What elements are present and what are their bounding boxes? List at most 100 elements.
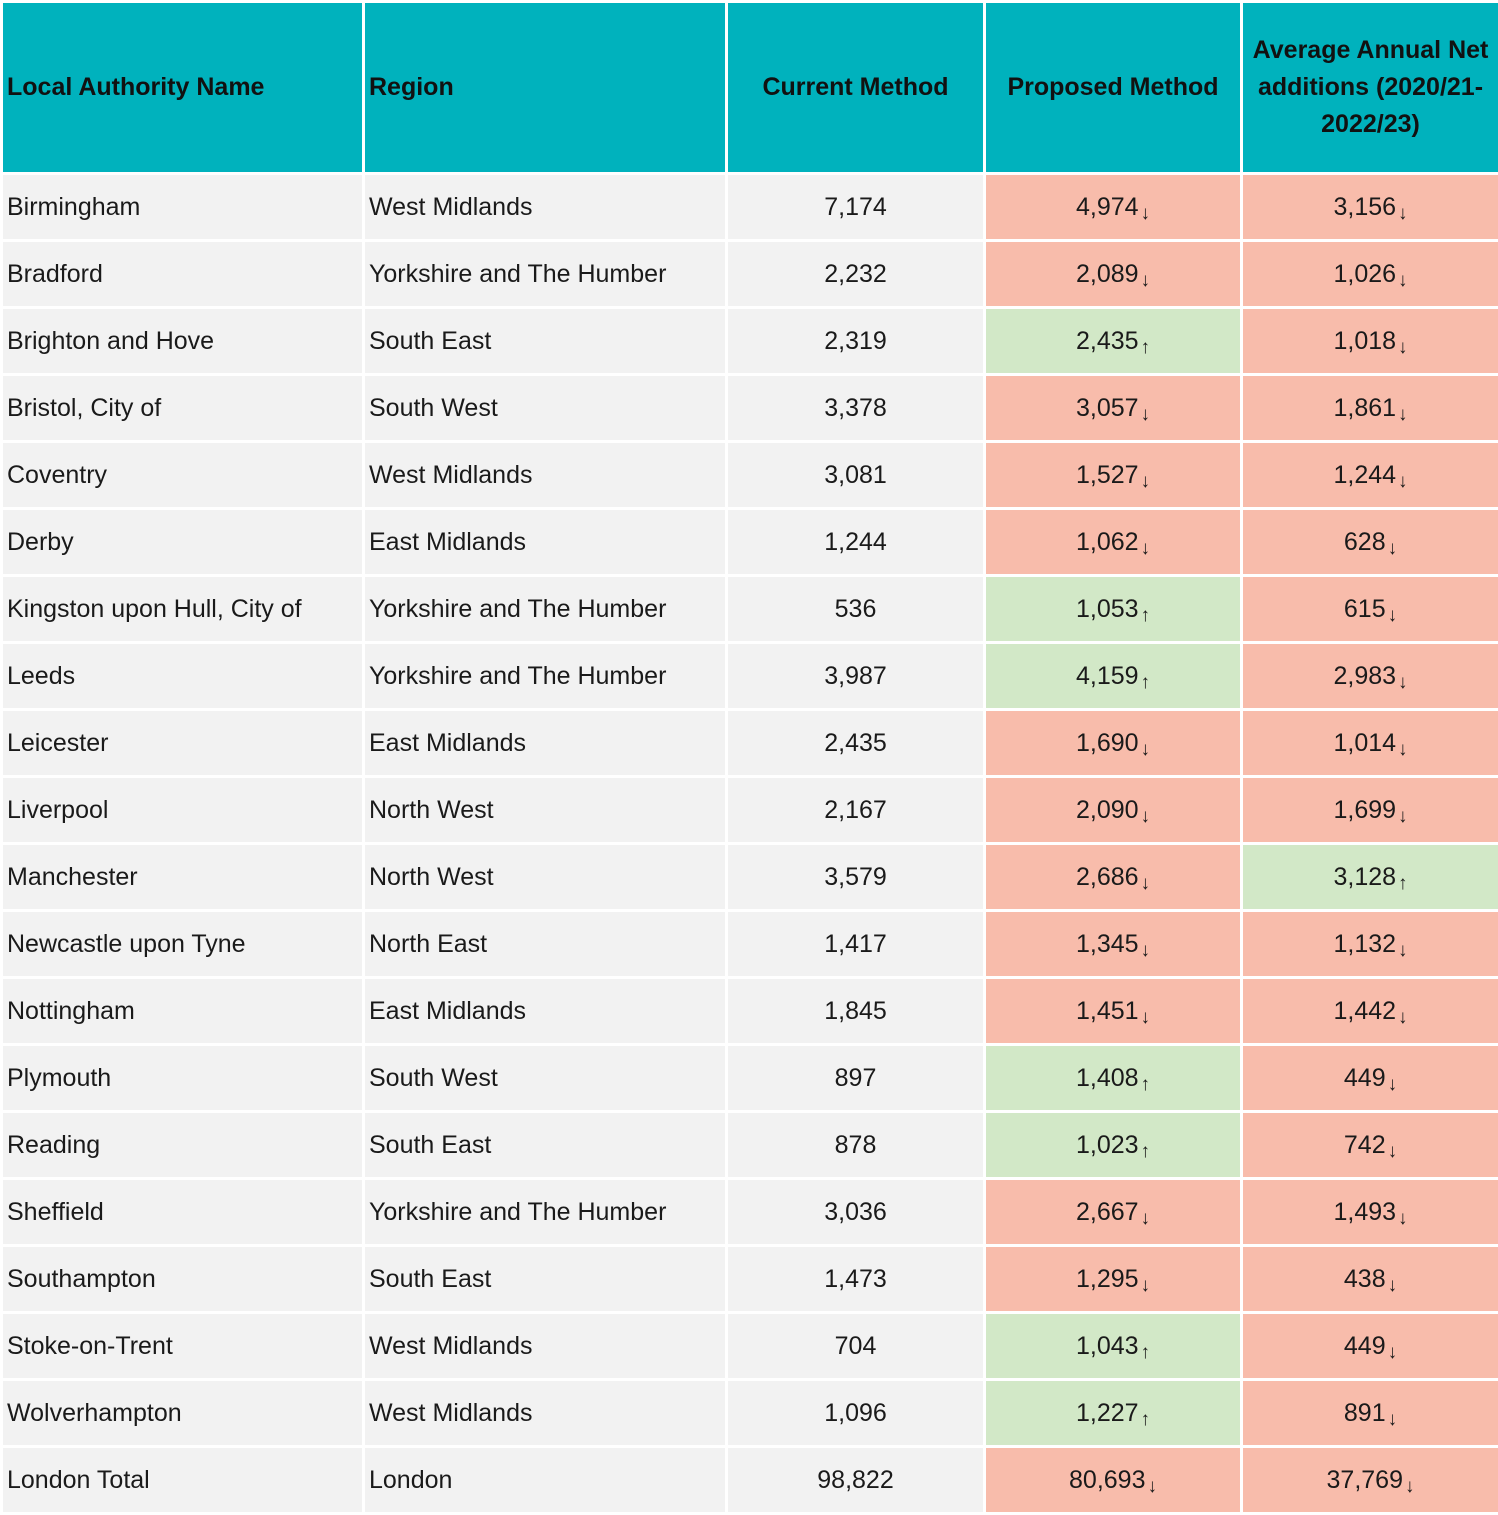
average-net-additions-cell: 37,769↓ [1242, 1447, 1498, 1514]
arrow-down-icon: ↓ [1141, 1208, 1151, 1229]
average-net-additions-cell-value: 615 [1344, 595, 1386, 623]
region-cell: North East [364, 911, 727, 978]
proposed-method-cell-value: 4,159 [1076, 662, 1139, 690]
current-method-cell-value: 3,036 [824, 1198, 887, 1226]
current-method-cell-value: 1,244 [824, 528, 887, 556]
local-authority-cell: Wolverhampton [2, 1380, 364, 1447]
arrow-down-icon: ↓ [1398, 1208, 1408, 1229]
current-method-cell-value: 3,081 [824, 461, 887, 489]
current-method-cell-value: 536 [835, 595, 877, 623]
arrow-down-icon: ↓ [1388, 1342, 1398, 1363]
region-cell-value: South West [369, 394, 498, 422]
arrow-down-icon: ↓ [1141, 873, 1151, 894]
proposed-method-cell-value: 1,408 [1076, 1064, 1139, 1092]
region-cell-value: West Midlands [369, 1332, 533, 1360]
proposed-method-cell-value: 2,090 [1076, 796, 1139, 824]
local-authority-cell-value: Wolverhampton [7, 1399, 182, 1427]
region-cell: East Midlands [364, 710, 727, 777]
arrow-down-icon: ↓ [1141, 940, 1151, 961]
average-net-additions-cell: 891↓ [1242, 1380, 1498, 1447]
average-net-additions-cell-value: 449 [1344, 1064, 1386, 1092]
proposed-method-cell: 1,053↑ [985, 576, 1242, 643]
current-method-cell: 897 [727, 1045, 985, 1112]
current-method-cell: 3,036 [727, 1179, 985, 1246]
arrow-down-icon: ↓ [1141, 739, 1151, 760]
average-net-additions-cell-value: 1,244 [1333, 461, 1396, 489]
proposed-method-cell: 1,690↓ [985, 710, 1242, 777]
average-net-additions-cell-value: 449 [1344, 1332, 1386, 1360]
proposed-method-cell-value: 1,062 [1076, 528, 1139, 556]
average-net-additions-cell-value: 1,018 [1333, 327, 1396, 355]
arrow-down-icon: ↓ [1388, 1275, 1398, 1296]
average-net-additions-cell-value: 1,026 [1333, 260, 1396, 288]
proposed-method-cell-value: 1,345 [1076, 930, 1139, 958]
region-cell: North West [364, 844, 727, 911]
local-authority-cell: Sheffield [2, 1179, 364, 1246]
region-cell: North West [364, 777, 727, 844]
region-cell: South East [364, 308, 727, 375]
current-method-cell: 878 [727, 1112, 985, 1179]
current-method-cell: 3,378 [727, 375, 985, 442]
local-authority-cell: Leeds [2, 643, 364, 710]
region-cell: London [364, 1447, 727, 1514]
proposed-method-cell: 2,089↓ [985, 241, 1242, 308]
current-method-cell: 704 [727, 1313, 985, 1380]
proposed-method-cell-value: 1,227 [1076, 1399, 1139, 1427]
local-authority-cell-value: Nottingham [7, 997, 135, 1025]
local-authority-cell: Reading [2, 1112, 364, 1179]
local-authority-cell: Coventry [2, 442, 364, 509]
arrow-down-icon: ↓ [1141, 538, 1151, 559]
current-method-cell: 2,232 [727, 241, 985, 308]
proposed-method-cell: 1,451↓ [985, 978, 1242, 1045]
region-cell: West Midlands [364, 1380, 727, 1447]
local-authority-cell-value: Bristol, City of [7, 394, 161, 422]
region-cell: South East [364, 1112, 727, 1179]
arrow-down-icon: ↓ [1141, 404, 1151, 425]
local-authority-cell: Derby [2, 509, 364, 576]
average-net-additions-cell: 1,861↓ [1242, 375, 1498, 442]
average-net-additions-cell: 628↓ [1242, 509, 1498, 576]
current-method-cell-value: 2,319 [824, 327, 887, 355]
current-method-cell-value: 2,435 [824, 729, 887, 757]
region-cell: West Midlands [364, 442, 727, 509]
current-method-cell: 3,579 [727, 844, 985, 911]
average-net-additions-cell-value: 3,128 [1333, 863, 1396, 891]
local-authority-cell: Liverpool [2, 777, 364, 844]
arrow-down-icon: ↓ [1398, 739, 1408, 760]
current-method-cell-value: 878 [835, 1131, 877, 1159]
proposed-method-cell: 3,057↓ [985, 375, 1242, 442]
proposed-method-cell: 2,435↑ [985, 308, 1242, 375]
region-cell-value: East Midlands [369, 729, 526, 757]
region-cell-value: North West [369, 863, 494, 891]
average-net-additions-cell-value: 1,442 [1333, 997, 1396, 1025]
region-cell-value: South East [369, 327, 491, 355]
proposed-method-cell: 1,023↑ [985, 1112, 1242, 1179]
current-method-cell-value: 1,845 [824, 997, 887, 1025]
local-authority-cell-value: Kingston upon Hull, City of [7, 595, 302, 623]
local-authority-cell-value: Newcastle upon Tyne [7, 930, 246, 958]
local-authority-cell-value: Manchester [7, 863, 138, 891]
average-net-additions-cell-value: 891 [1344, 1399, 1386, 1427]
region-cell: East Midlands [364, 978, 727, 1045]
region-cell-value: South West [369, 1064, 498, 1092]
proposed-method-cell: 1,345↓ [985, 911, 1242, 978]
arrow-up-icon: ↑ [1141, 672, 1151, 693]
header-proposed-method: Proposed Method [985, 2, 1242, 174]
arrow-up-icon: ↑ [1141, 1409, 1151, 1430]
average-net-additions-cell: 3,156↓ [1242, 174, 1498, 241]
local-authority-cell: Birmingham [2, 174, 364, 241]
arrow-down-icon: ↓ [1398, 471, 1408, 492]
local-authority-cell-value: Leicester [7, 729, 108, 757]
arrow-down-icon: ↓ [1388, 1074, 1398, 1095]
